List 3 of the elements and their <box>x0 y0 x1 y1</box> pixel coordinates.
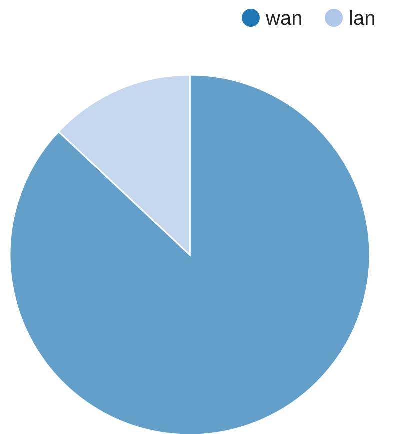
pie-slice <box>9 74 371 434</box>
legend-label: wan <box>265 8 303 30</box>
legend-label: lan <box>349 8 376 30</box>
